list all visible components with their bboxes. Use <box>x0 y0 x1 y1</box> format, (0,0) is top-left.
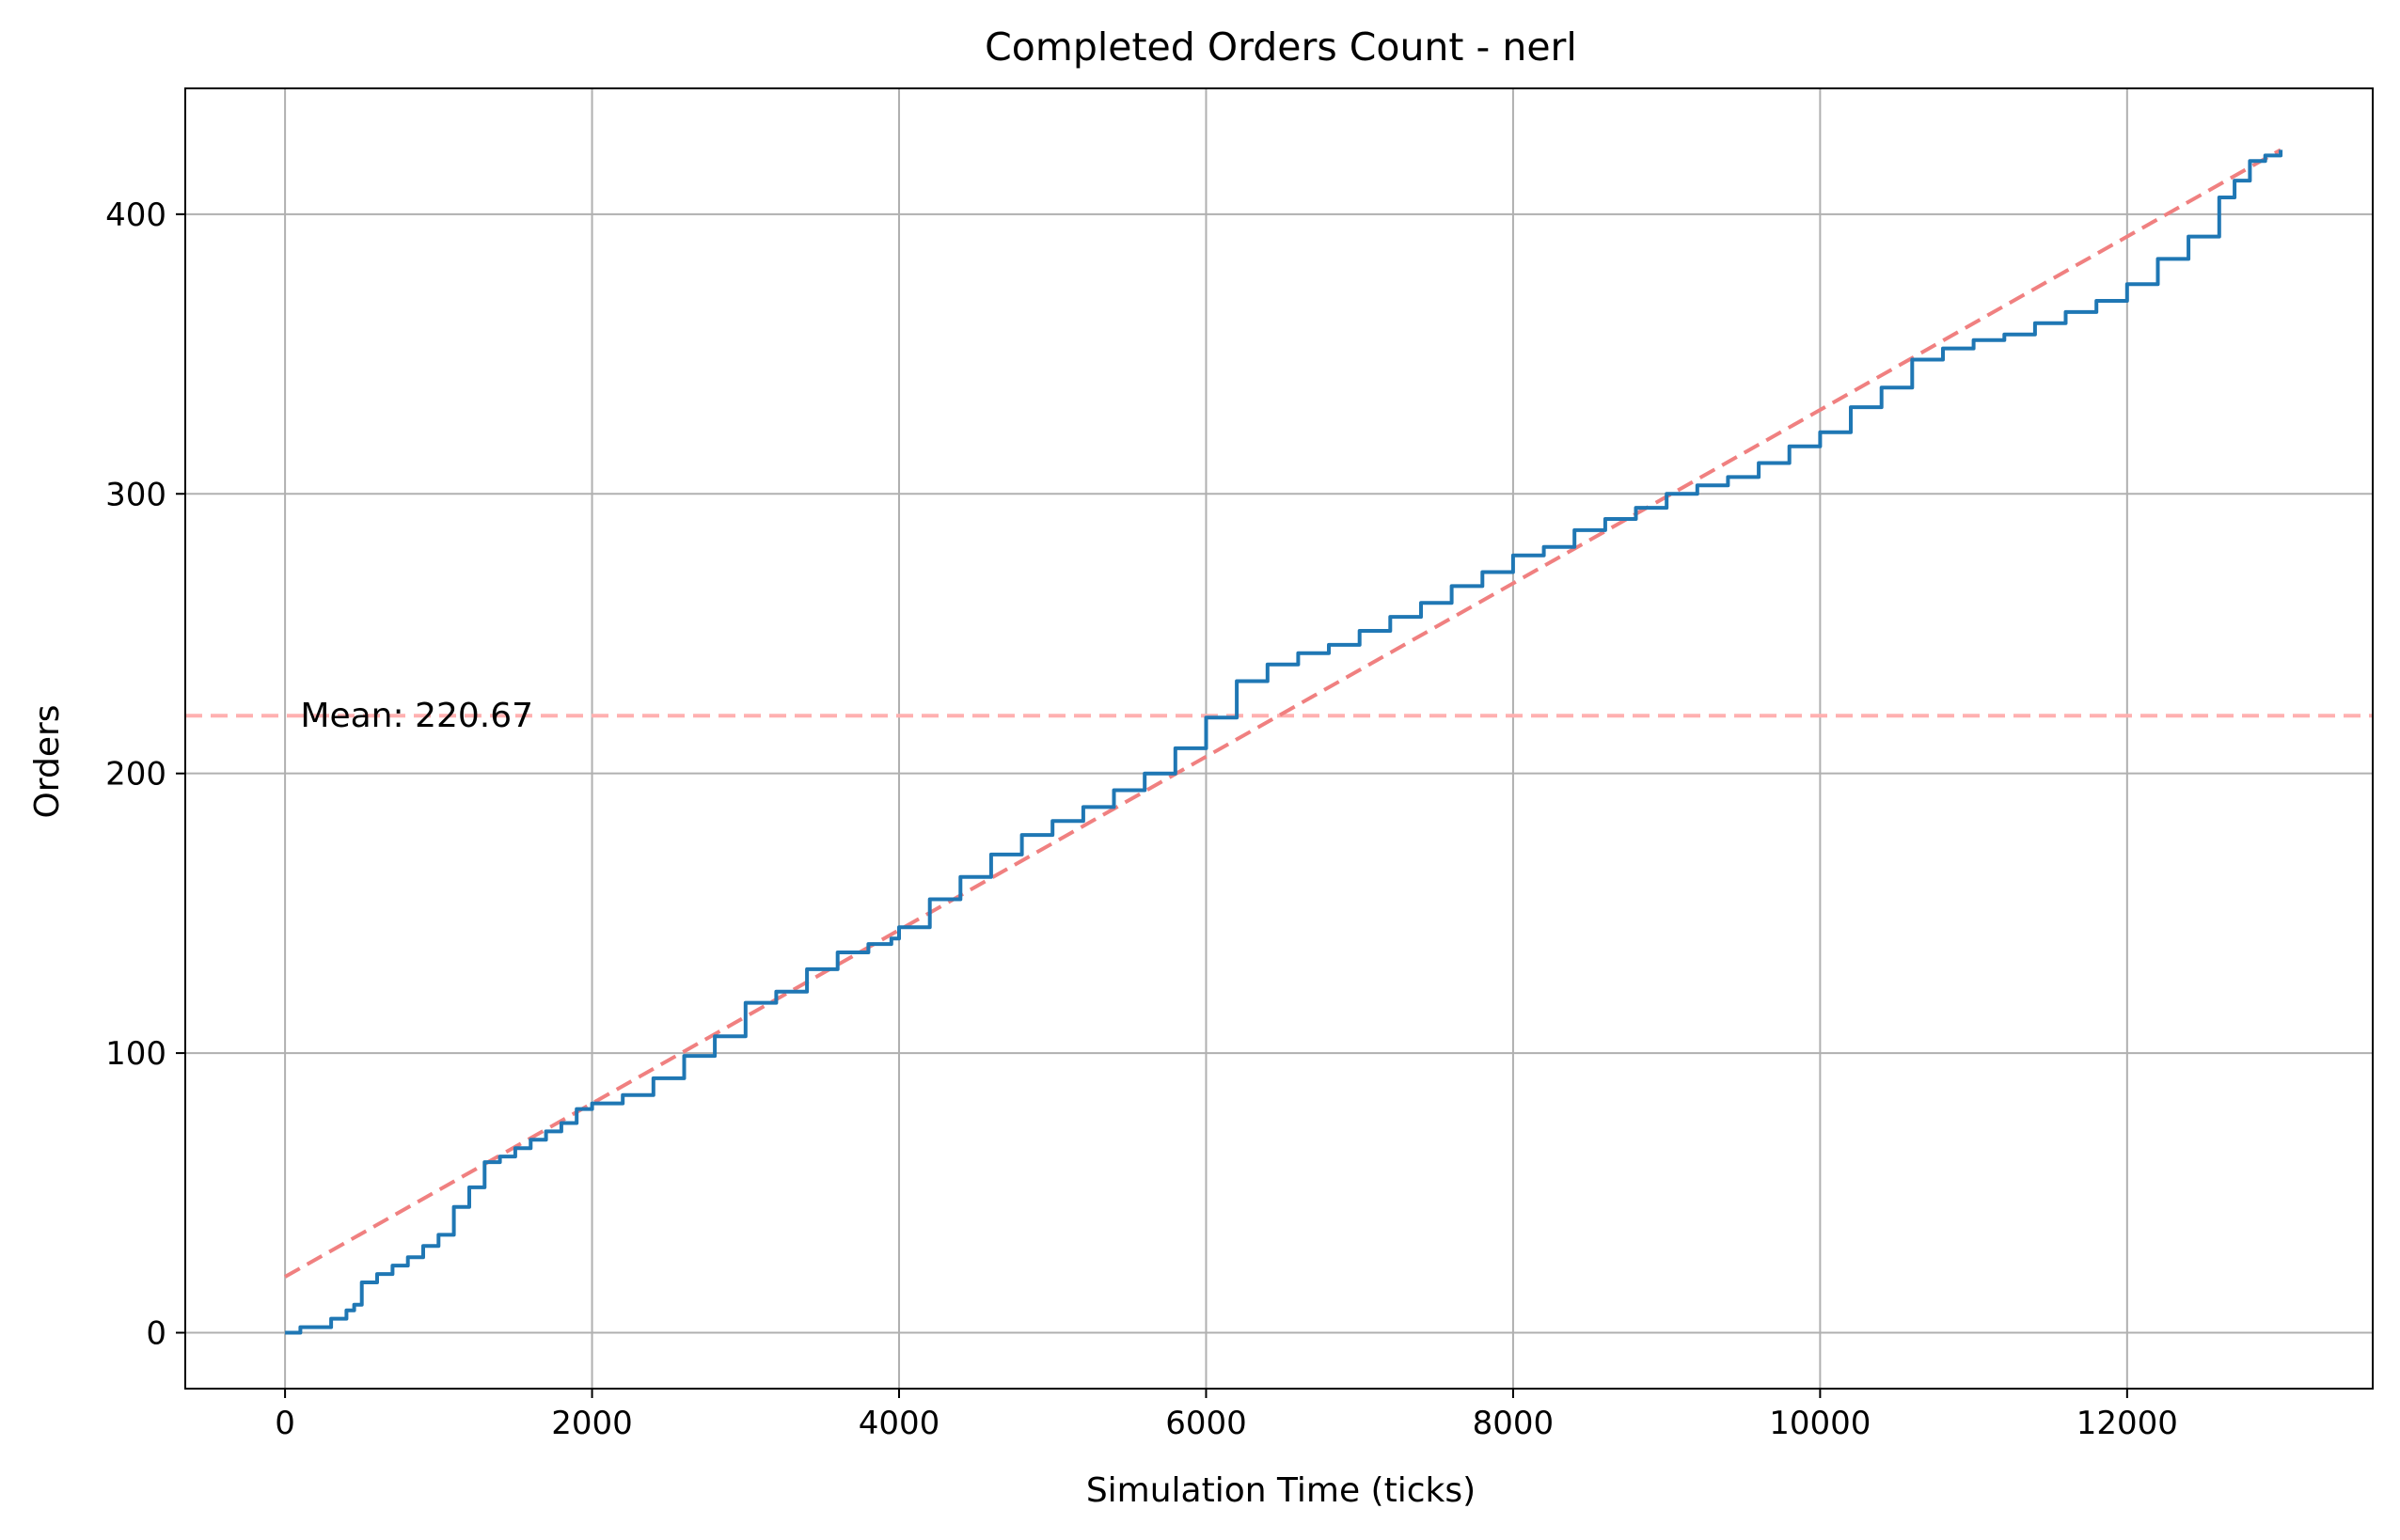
y-tick-label: 100 <box>105 1035 166 1073</box>
x-tick-label: 4000 <box>859 1405 940 1442</box>
x-tick-label: 8000 <box>1473 1405 1555 1442</box>
chart-title: Completed Orders Count - nerl <box>985 24 1577 70</box>
x-tick-label: 2000 <box>551 1405 633 1442</box>
y-tick-label: 400 <box>105 196 166 234</box>
x-tick-label: 0 <box>275 1405 295 1442</box>
y-tick-label: 300 <box>105 476 166 513</box>
plot-frame <box>184 87 2374 1390</box>
y-axis-label: Orders <box>28 704 67 818</box>
mean-annotation: Mean: 220.67 <box>300 697 533 735</box>
x-axis-label: Simulation Time (ticks) <box>1086 1471 1476 1510</box>
trend-line <box>284 148 2282 1279</box>
axis-ticks: 0 2000 4000 6000 8000 10000 12000 0 100 200 300 400 <box>105 196 2178 1442</box>
completed-orders-series <box>285 149 2283 1335</box>
x-tick-label: 6000 <box>1165 1405 1247 1442</box>
grid-lines <box>185 88 2373 1389</box>
y-tick-label: 200 <box>105 756 166 794</box>
reference-lines <box>185 148 2373 1279</box>
series-group <box>285 149 2283 1335</box>
y-tick-label: 0 <box>146 1315 166 1353</box>
x-tick-label: 12000 <box>2076 1405 2178 1442</box>
x-tick-label: 10000 <box>1769 1405 1871 1442</box>
